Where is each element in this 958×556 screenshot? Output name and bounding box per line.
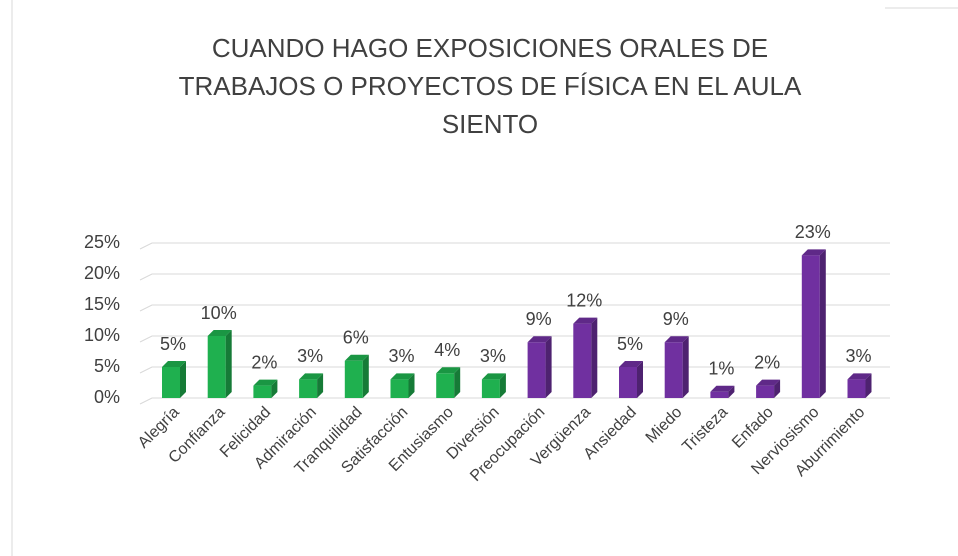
y-tick-label: 20% <box>84 263 120 283</box>
bar-side <box>591 317 598 398</box>
data-label: 10% <box>201 303 237 323</box>
bar-top <box>527 336 552 343</box>
data-label: 5% <box>617 334 643 354</box>
data-label: 9% <box>526 309 552 329</box>
bar-front <box>756 385 775 398</box>
bar-top <box>847 373 872 380</box>
bar-side <box>317 373 324 398</box>
y-tick-label: 10% <box>84 325 120 345</box>
bar-front <box>344 360 363 398</box>
grid-line <box>139 335 890 343</box>
y-tick-label: 5% <box>94 356 120 376</box>
bar-front <box>162 367 180 398</box>
x-tick-label: Miedo <box>643 404 686 447</box>
data-label: 3% <box>845 346 871 366</box>
bar <box>436 367 461 398</box>
bar <box>481 373 506 398</box>
data-label: 3% <box>388 346 414 366</box>
bar-side <box>728 385 735 398</box>
bar <box>664 336 689 398</box>
bar-side <box>271 379 278 398</box>
bar-front <box>710 391 729 398</box>
chart-title: CUANDO HAGO EXPOSICIONES ORALES DE <box>212 33 768 63</box>
bar-top <box>481 373 506 380</box>
bar-side <box>819 249 826 398</box>
bar-front <box>299 379 318 398</box>
bar-front <box>573 323 592 398</box>
bar <box>344 354 369 398</box>
bar-top <box>801 249 826 256</box>
bar-front <box>207 336 226 398</box>
grid-line <box>139 397 890 405</box>
bar-side <box>225 330 232 398</box>
data-label: 3% <box>480 346 506 366</box>
bar-top <box>390 373 415 380</box>
bar-front <box>436 373 455 398</box>
bar-front <box>619 367 637 398</box>
bar <box>207 330 232 398</box>
bar <box>619 361 643 398</box>
bar-front <box>801 255 820 398</box>
bar-top <box>756 379 781 386</box>
bar-side <box>408 373 415 398</box>
bar-top <box>253 379 278 386</box>
y-tick-label: 15% <box>84 294 120 314</box>
bar-top <box>573 317 598 324</box>
bar-front <box>527 342 546 398</box>
bar <box>710 385 735 398</box>
bar-side <box>454 367 461 398</box>
data-label: 9% <box>663 309 689 329</box>
bar <box>756 379 781 398</box>
bar-top <box>162 361 186 367</box>
chart-title: SIENTO <box>442 109 538 139</box>
bar-side <box>682 336 689 398</box>
bar-front <box>847 379 866 398</box>
bar-top <box>619 361 643 367</box>
bar-side <box>637 361 643 398</box>
bar-side <box>545 336 552 398</box>
grid-line <box>139 366 890 374</box>
y-tick-label: 25% <box>84 232 120 252</box>
bar-side <box>180 361 186 398</box>
data-label: 3% <box>297 346 323 366</box>
bar-front <box>481 379 500 398</box>
bar-top <box>299 373 324 380</box>
data-label: 6% <box>343 328 369 348</box>
bar-side <box>362 354 369 398</box>
bar-top <box>344 354 369 361</box>
bar-side <box>774 379 781 398</box>
y-tick-label: 0% <box>94 387 120 407</box>
bar <box>299 373 324 398</box>
bar-front <box>253 385 272 398</box>
bar <box>847 373 872 398</box>
bar-top <box>664 336 689 343</box>
bar <box>253 379 278 398</box>
grid-line <box>139 304 890 312</box>
data-label: 2% <box>251 352 277 372</box>
bar-top <box>207 330 232 336</box>
bar <box>390 373 415 398</box>
bar-front <box>664 342 683 398</box>
data-label: 2% <box>754 352 780 372</box>
data-label: 4% <box>434 340 460 360</box>
data-label: 12% <box>566 290 602 310</box>
bar <box>573 317 598 398</box>
bar-side <box>865 373 872 398</box>
bar-top <box>710 385 735 392</box>
bar-front <box>390 379 409 398</box>
x-tick-label: Tristeza <box>679 404 731 456</box>
bar <box>162 361 186 398</box>
grid-line <box>139 273 890 281</box>
grid-line <box>139 242 890 250</box>
data-label: 23% <box>795 222 831 242</box>
data-label: 1% <box>708 359 734 379</box>
bar <box>801 249 826 398</box>
bar-top <box>436 367 461 374</box>
bar-side <box>499 373 506 398</box>
data-label: 5% <box>160 334 186 354</box>
bar <box>527 336 552 398</box>
chart-title: TRABAJOS O PROYECTOS DE FÍSICA EN EL AUL… <box>179 71 802 101</box>
